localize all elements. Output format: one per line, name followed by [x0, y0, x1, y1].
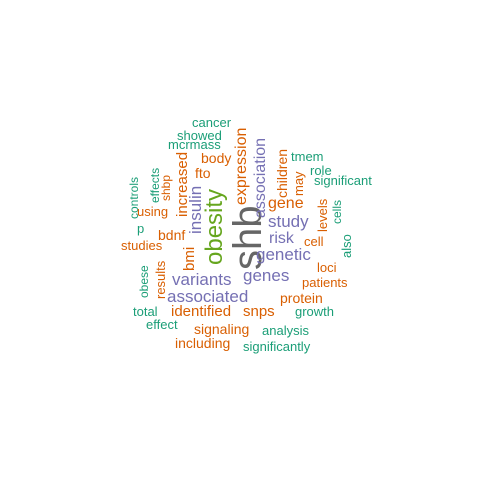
word-study: study	[268, 212, 309, 231]
word-protein: protein	[280, 290, 323, 306]
word-variants: variants	[172, 270, 232, 289]
word-cancer: cancer	[192, 115, 232, 130]
word-including: including	[175, 335, 231, 351]
word-gene: gene	[268, 195, 304, 212]
word-significant: significant	[314, 173, 372, 188]
word-identified: identified	[171, 303, 232, 320]
word-significantly: significantly	[243, 339, 311, 354]
word-genes: genes	[243, 266, 290, 285]
word-obese: obese	[137, 265, 151, 298]
word-studies: studies	[121, 238, 163, 253]
word-effect: effect	[146, 317, 178, 332]
word-cell: cell	[304, 234, 324, 249]
word-total: total	[133, 304, 158, 319]
word-mcrmass: mcrmass	[168, 137, 221, 152]
word-analysis: analysis	[262, 323, 309, 338]
word-p: p	[137, 221, 145, 236]
word-patients: patients	[302, 275, 348, 290]
word-obesity: obesity	[201, 188, 228, 265]
word-results: results	[153, 260, 168, 299]
word-may: may	[291, 171, 306, 196]
word-showed: showed	[177, 128, 222, 143]
word-snps: snps	[243, 303, 275, 320]
word-levels: levels	[315, 198, 330, 232]
word-bmi: bmi	[181, 246, 198, 271]
word-cells: cells	[330, 199, 344, 224]
word-shbp: shbp	[159, 174, 173, 201]
word-growth: growth	[295, 304, 335, 319]
word-association: association	[252, 137, 269, 218]
word-increased: increased	[174, 151, 191, 217]
word-associated: associated	[167, 287, 249, 306]
word-fto: fto	[195, 165, 211, 181]
word-children: children	[274, 148, 290, 198]
word-expression: expression	[233, 127, 250, 205]
word-risk: risk	[269, 230, 294, 247]
word-loci: loci	[317, 260, 337, 275]
word-body: body	[201, 150, 232, 166]
word-tmem: tmem	[291, 149, 324, 164]
word-bdnf: bdnf	[158, 227, 186, 243]
word-signaling: signaling	[194, 321, 250, 337]
word-genetic: genetic	[256, 245, 311, 264]
word-also: also	[339, 234, 354, 258]
word-using: using	[137, 204, 169, 219]
word-role: role	[310, 163, 332, 178]
